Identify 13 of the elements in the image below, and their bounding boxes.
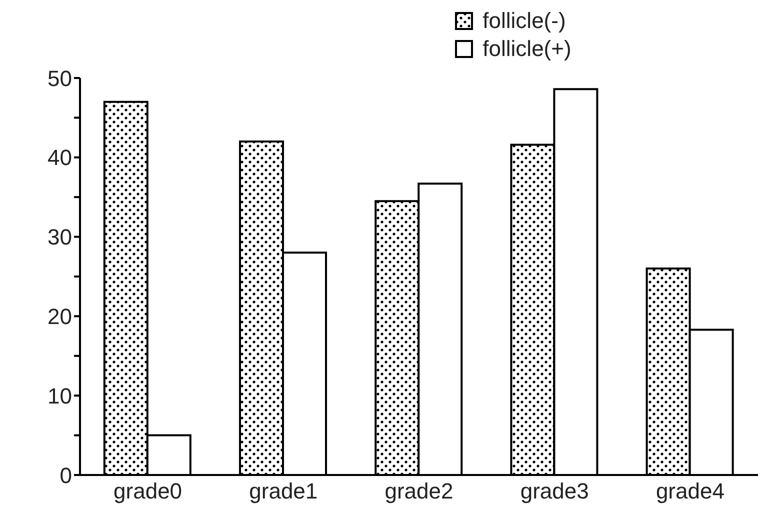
y-tick-label: 10 [48,383,72,408]
y-tick-label: 0 [60,462,72,488]
x-tick-label: grade3 [520,478,589,504]
x-tick-label: grade1 [249,478,318,504]
y-tick-label: 20 [48,304,72,330]
x-tick-label: grade0 [114,478,182,504]
legend-label: follicle(-) [482,8,566,34]
y-tick-label: 30 [48,224,72,250]
x-tick-label: grade2 [384,478,454,504]
y-tick-label: 50 [48,66,72,91]
y-tick-label: 40 [48,145,72,170]
legend-label: follicle(+) [482,36,572,62]
x-tick-label: grade4 [656,478,724,504]
